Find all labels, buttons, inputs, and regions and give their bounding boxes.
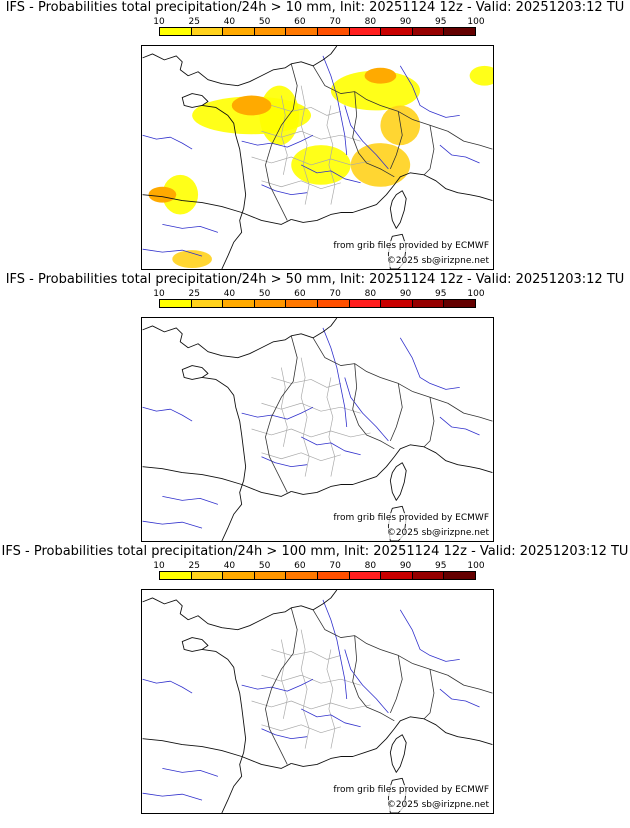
france-map[interactable]: from grib files provided by ECMWF ©2025 … <box>141 589 494 814</box>
colorbar-tick-label: 40 <box>223 289 236 299</box>
colorbar-tick-label: 50 <box>258 17 271 27</box>
panel-title: IFS - Probabilities total precipitation/… <box>5 272 625 287</box>
colorbar-tick-label: 60 <box>294 289 306 299</box>
colorbar-swatch <box>160 572 192 579</box>
colorbar-tick-label: 50 <box>258 561 271 571</box>
colorbar-tick-label: 100 <box>467 289 485 299</box>
colorbar-tick-label: 90 <box>399 289 412 299</box>
colorbar-tick-label: 70 <box>329 561 341 571</box>
colorbar-tick-label: 80 <box>364 289 377 299</box>
colorbar-tick-label: 70 <box>329 289 341 299</box>
precip-area <box>172 250 212 269</box>
colorbar-swatch <box>254 572 287 579</box>
colorbar: 10 25 40 50 60 70 80 90 95 100 <box>153 17 485 39</box>
colorbar-swatch <box>191 300 224 307</box>
panel-title: IFS - Probabilities total precipitation/… <box>5 0 625 15</box>
colorbar-tick-label: 40 <box>223 561 236 571</box>
map-panel-10mm: IFS - Probabilities total precipitation/… <box>0 0 630 270</box>
source-credit: from grib files provided by ECMWF <box>333 513 489 524</box>
colorbar-swatch <box>191 572 224 579</box>
colorbar-swatch <box>381 300 413 307</box>
copyright-credit: ©2025 sb@irizpne.net <box>386 528 489 539</box>
colorbar-tick-label: 10 <box>153 17 165 27</box>
colorbar-swatch <box>444 572 475 579</box>
colorbar: 10 25 40 50 60 70 80 90 95 100 <box>153 561 485 583</box>
colorbar-labels: 10 25 40 50 60 70 80 90 95 100 <box>153 17 484 27</box>
colorbar-swatch <box>317 300 350 307</box>
colorbar-swatch <box>412 28 445 35</box>
colorbar-tick-label: 25 <box>188 17 200 27</box>
colorbar-swatch <box>223 572 255 579</box>
colorbar-tick-label: 90 <box>399 561 412 571</box>
colorbar-tick-label: 40 <box>223 17 236 27</box>
colorbar-swatch <box>254 300 287 307</box>
colorbar-boxes <box>159 27 476 36</box>
colorbar-swatch <box>412 300 445 307</box>
colorbar-boxes <box>159 571 476 580</box>
colorbar-swatch <box>286 300 318 307</box>
panel-title: IFS - Probabilities total precipitation/… <box>1 544 629 559</box>
colorbar-labels: 10 25 40 50 60 70 80 90 95 100 <box>153 289 484 299</box>
map-panel-50mm: IFS - Probabilities total precipitation/… <box>0 272 630 542</box>
source-credit: from grib files provided by ECMWF <box>333 785 489 796</box>
precip-area <box>291 145 351 185</box>
colorbar-swatch <box>317 28 350 35</box>
colorbar-tick-label: 60 <box>294 561 306 571</box>
colorbar-swatch <box>160 300 192 307</box>
colorbar-tick-label: 25 <box>188 561 200 571</box>
colorbar-tick-label: 100 <box>467 561 485 571</box>
colorbar-tick-label: 90 <box>399 17 412 27</box>
colorbar-tick-label: 60 <box>294 17 306 27</box>
colorbar-tick-label: 100 <box>467 17 485 27</box>
precip-area <box>469 65 493 86</box>
colorbar-tick-label: 25 <box>188 289 200 299</box>
colorbar-tick-label: 95 <box>435 17 447 27</box>
precip-area <box>330 70 421 111</box>
precip-area <box>231 95 272 116</box>
source-credit: from grib files provided by ECMWF <box>333 241 489 252</box>
colorbar-tick-label: 10 <box>153 289 165 299</box>
colorbar-swatch <box>349 572 382 579</box>
map-canvas <box>142 318 493 541</box>
colorbar-swatch <box>349 300 382 307</box>
colorbar-swatch <box>317 572 350 579</box>
colorbar-swatch <box>444 28 475 35</box>
precip-area <box>148 186 177 203</box>
colorbar-tick-label: 80 <box>364 561 377 571</box>
france-map[interactable]: from grib files provided by ECMWF ©2025 … <box>141 45 494 270</box>
colorbar-swatch <box>223 300 255 307</box>
colorbar-tick-label: 10 <box>153 561 165 571</box>
colorbar-swatch <box>254 28 287 35</box>
colorbar-boxes <box>159 299 476 308</box>
precip-area <box>350 143 411 187</box>
precip-area <box>259 85 300 146</box>
colorbar-swatch <box>412 572 445 579</box>
colorbar: 10 25 40 50 60 70 80 90 95 100 <box>153 289 485 311</box>
colorbar-swatch <box>349 28 382 35</box>
colorbar-tick-label: 95 <box>435 289 447 299</box>
colorbar-swatch <box>191 28 224 35</box>
precip-area <box>364 67 397 84</box>
map-canvas <box>142 46 493 269</box>
colorbar-tick-label: 95 <box>435 561 447 571</box>
colorbar-swatch <box>286 572 318 579</box>
map-panel-100mm: IFS - Probabilities total precipitation/… <box>0 544 630 814</box>
colorbar-swatch <box>160 28 192 35</box>
precip-area <box>162 174 199 215</box>
colorbar-swatch <box>223 28 255 35</box>
copyright-credit: ©2025 sb@irizpne.net <box>386 800 489 811</box>
colorbar-tick-label: 70 <box>329 17 341 27</box>
colorbar-labels: 10 25 40 50 60 70 80 90 95 100 <box>153 561 484 571</box>
copyright-credit: ©2025 sb@irizpne.net <box>386 256 489 267</box>
colorbar-tick-label: 50 <box>258 289 271 299</box>
map-canvas <box>142 590 493 813</box>
france-map[interactable]: from grib files provided by ECMWF ©2025 … <box>141 317 494 542</box>
colorbar-tick-label: 80 <box>364 17 377 27</box>
colorbar-swatch <box>381 28 413 35</box>
colorbar-swatch <box>286 28 318 35</box>
colorbar-swatch <box>444 300 475 307</box>
colorbar-swatch <box>381 572 413 579</box>
